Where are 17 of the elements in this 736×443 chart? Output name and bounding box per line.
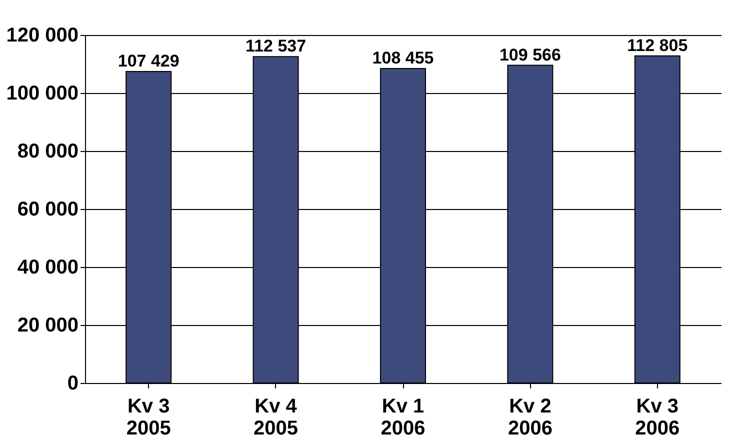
y-tick-label: 0: [67, 372, 78, 394]
data-label: 107 429: [118, 51, 180, 70]
data-label: 112 537: [246, 36, 306, 56]
x-tick-label: Kv 3 2006: [635, 396, 680, 440]
data-label: 109 566: [499, 45, 561, 64]
y-tick-label: 60 000: [17, 198, 78, 220]
y-tick-label: 20 000: [17, 314, 78, 336]
y-tick-label: 120 000: [6, 24, 78, 46]
x-tick-label: Kv 3 2005: [126, 396, 171, 440]
y-tick-label: 80 000: [17, 140, 78, 162]
x-tick-label: Kv 4 2005: [254, 396, 298, 440]
x-tick-label: Kv 1 2006: [380, 396, 426, 440]
y-tick-label: 40 000: [17, 256, 78, 278]
data-label: 112 805: [627, 36, 688, 55]
y-tick-label: 100 000: [6, 82, 78, 104]
x-tick-label: Kv 2 2006: [508, 396, 552, 440]
data-label: 108 455: [372, 48, 434, 68]
